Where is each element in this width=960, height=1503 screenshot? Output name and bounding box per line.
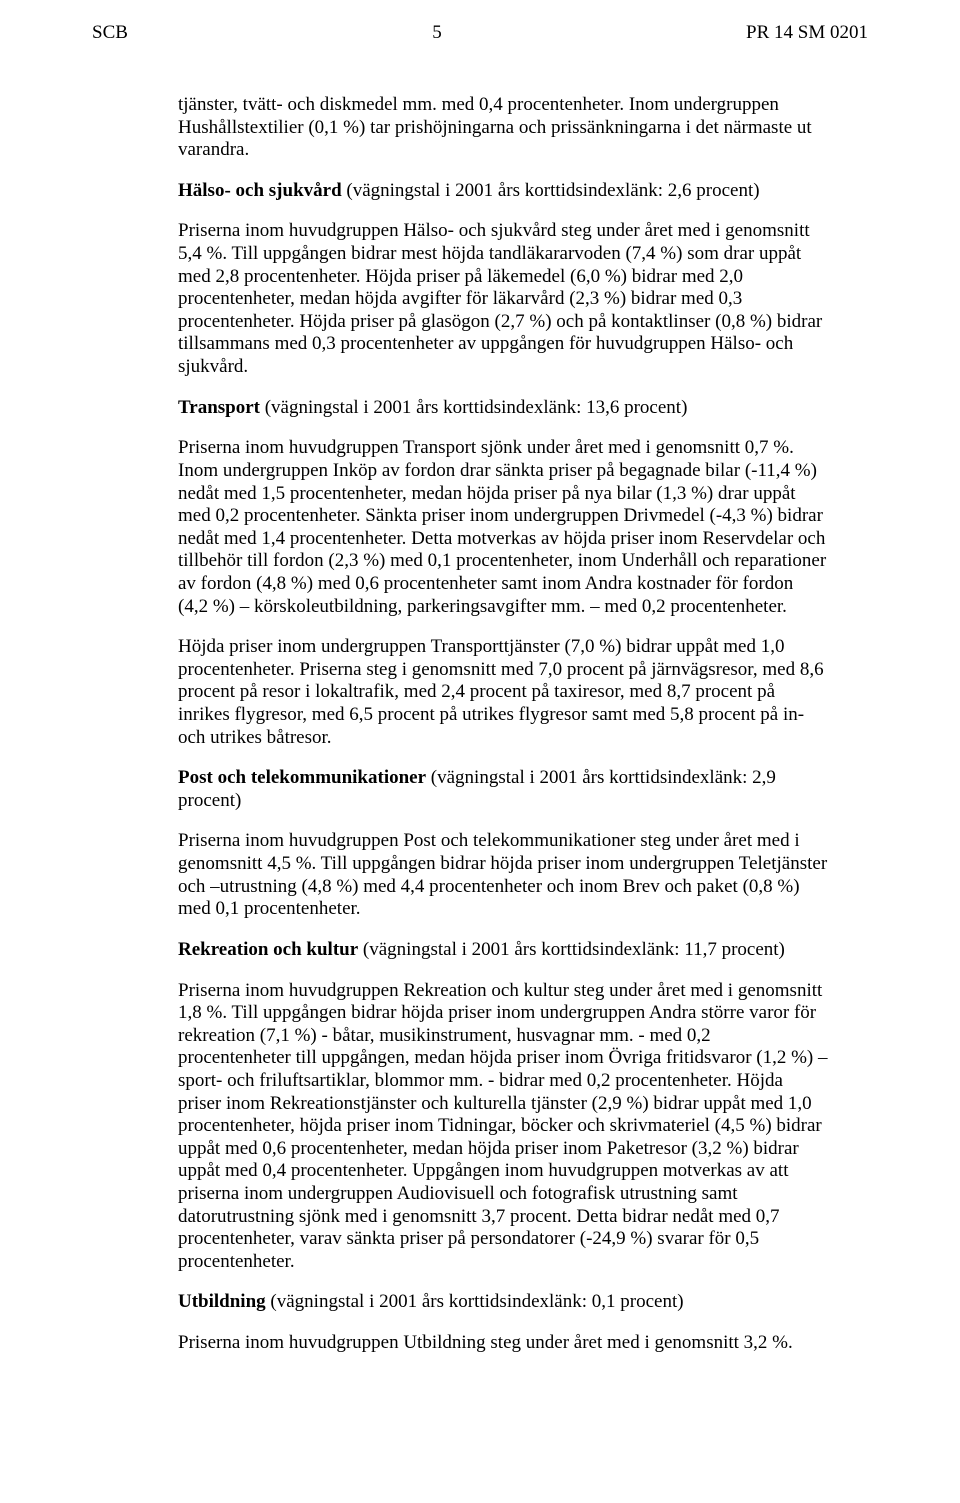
page-header: SCB 5 PR 14 SM 0201 (0, 0, 960, 44)
paragraph-recreation: Priserna inom huvudgruppen Rekreation oc… (178, 980, 828, 1274)
heading-bold: Rekreation och kultur (178, 939, 358, 960)
heading-bold: Post och telekommunikationer (178, 767, 426, 788)
heading-rest: (vägningstal i 2001 års korttidsindexlän… (342, 180, 760, 201)
paragraph-intro: tjänster, tvätt- och diskmedel mm. med 0… (178, 94, 828, 162)
heading-bold: Transport (178, 397, 260, 418)
heading-rest: (vägningstal i 2001 års korttidsindexlän… (260, 397, 687, 418)
heading-rest: (vägningstal i 2001 års korttidsindexlän… (358, 939, 785, 960)
header-right: PR 14 SM 0201 (746, 22, 868, 44)
heading-bold: Utbildning (178, 1291, 266, 1312)
section-heading-education: Utbildning (vägningstal i 2001 års kortt… (178, 1291, 828, 1314)
section-heading-transport: Transport (vägningstal i 2001 års kortti… (178, 397, 828, 420)
section-heading-post: Post och telekommunikationer (vägningsta… (178, 767, 828, 812)
paragraph-education: Priserna inom huvudgruppen Utbildning st… (178, 1332, 828, 1355)
section-heading-health: Hälso- och sjukvård (vägningstal i 2001 … (178, 180, 828, 203)
heading-rest: (vägningstal i 2001 års korttidsindexlän… (266, 1291, 684, 1312)
paragraph-post: Priserna inom huvudgruppen Post och tele… (178, 830, 828, 920)
document-body: tjänster, tvätt- och diskmedel mm. med 0… (0, 44, 960, 1355)
page-number: 5 (432, 22, 442, 44)
header-left: SCB (92, 22, 128, 44)
paragraph-transport-1: Priserna inom huvudgruppen Transport sjö… (178, 437, 828, 618)
paragraph-transport-2: Höjda priser inom undergruppen Transport… (178, 636, 828, 749)
paragraph-health: Priserna inom huvudgruppen Hälso- och sj… (178, 220, 828, 378)
section-heading-recreation: Rekreation och kultur (vägningstal i 200… (178, 939, 828, 962)
heading-bold: Hälso- och sjukvård (178, 180, 342, 201)
